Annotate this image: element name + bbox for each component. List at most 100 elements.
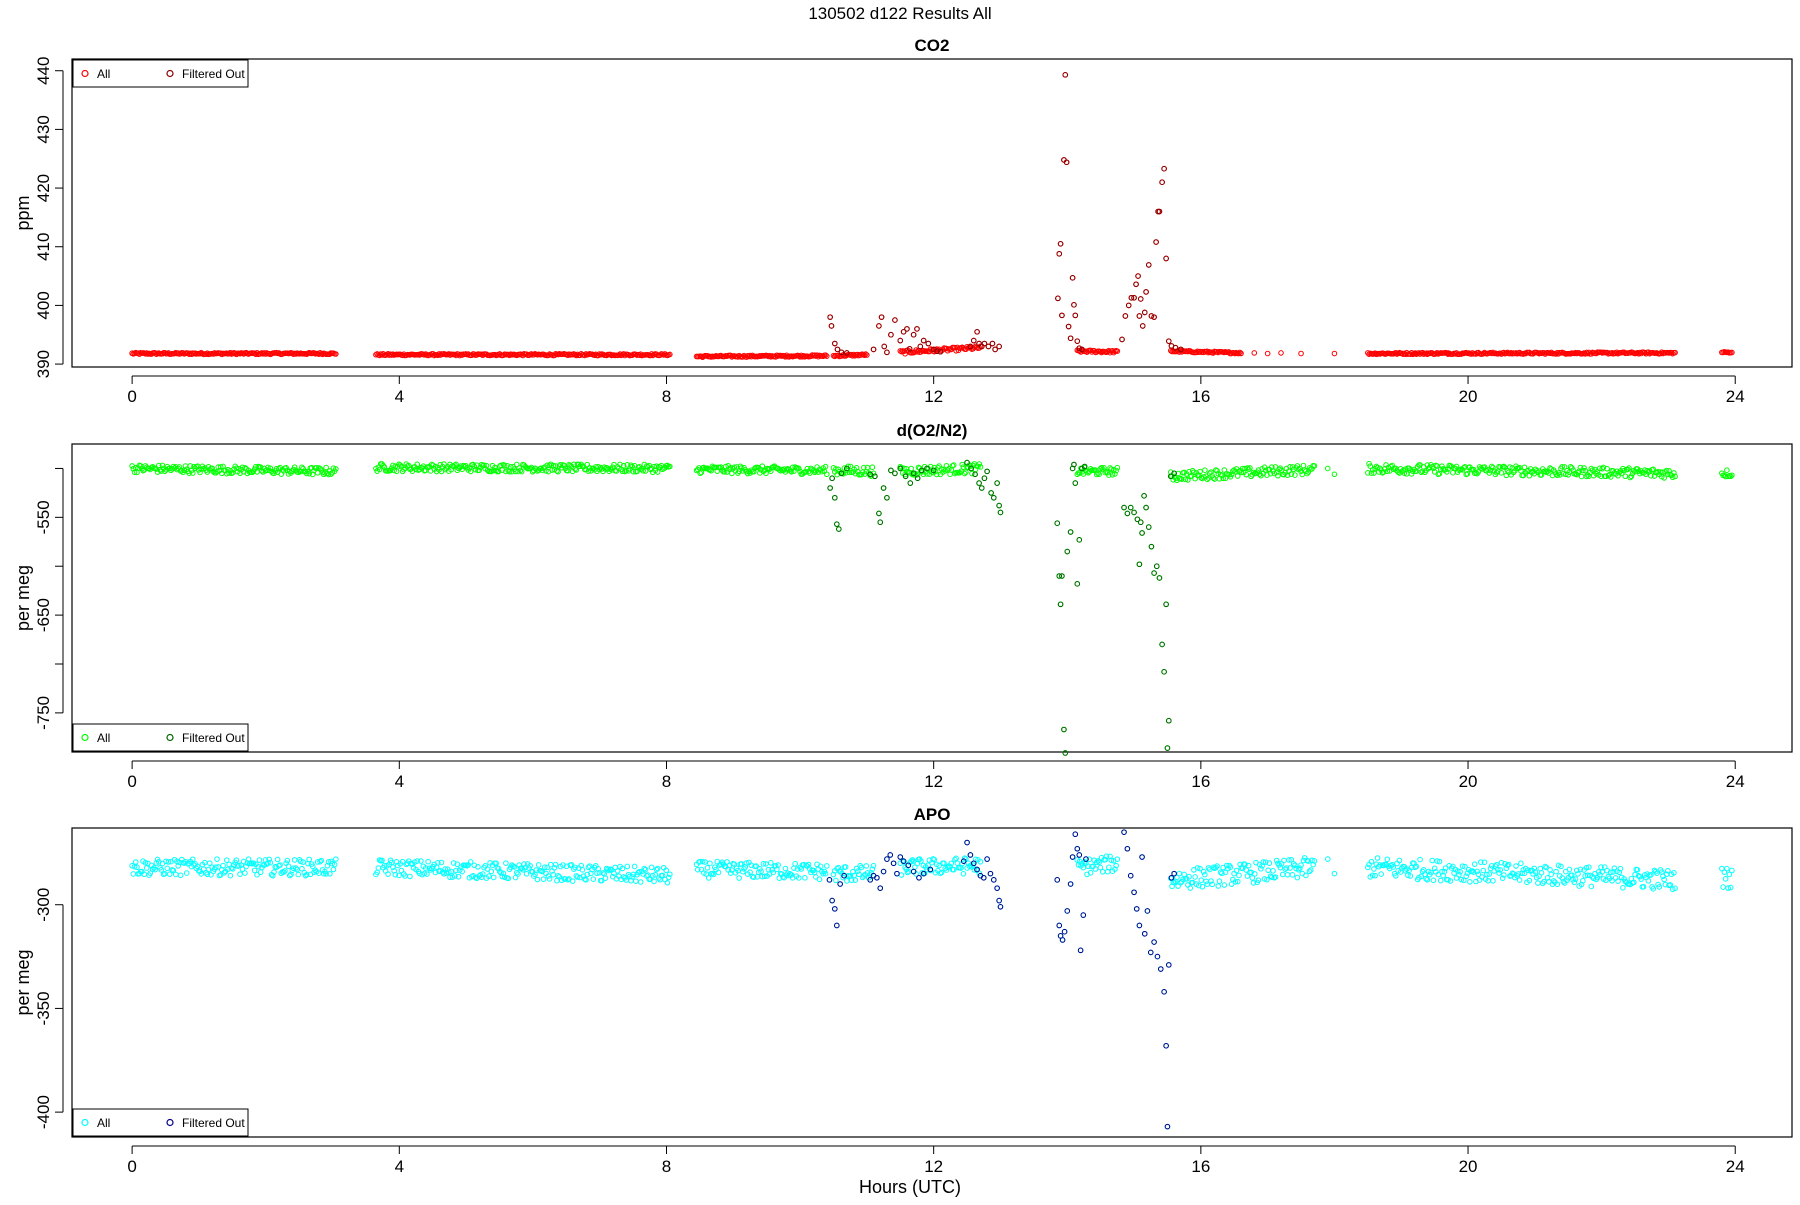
data-point: [1297, 465, 1303, 472]
data-point: [162, 468, 168, 475]
x-tick-label: 0: [127, 387, 136, 406]
data-point: [963, 469, 969, 475]
legend-label: All: [97, 731, 110, 745]
data-point: [1113, 467, 1119, 474]
filtered-point: [890, 860, 897, 867]
filtered-point: [827, 314, 833, 320]
data-point: [1431, 865, 1438, 872]
data-point: [772, 863, 779, 869]
data-point: [280, 869, 287, 875]
data-point: [290, 865, 297, 872]
data-point: [183, 870, 190, 876]
data-point: [546, 462, 553, 469]
data-point: [256, 857, 263, 863]
data-point: [479, 871, 486, 877]
filtered-point: [968, 465, 974, 472]
data-point: [909, 857, 916, 863]
filtered-point: [1151, 939, 1157, 945]
data-point: [170, 867, 177, 874]
filtered-point: [978, 485, 985, 491]
data-point: [1558, 863, 1564, 870]
filtered-point: [834, 346, 841, 353]
data-point: [274, 856, 281, 863]
data-point: [795, 875, 802, 881]
data-point: [142, 859, 149, 866]
data-point: [452, 462, 458, 469]
data-point: [863, 863, 870, 869]
data-point: [976, 461, 983, 467]
data-point: [630, 871, 637, 878]
legend: All Filtered Out: [72, 723, 249, 752]
data-point: [1515, 871, 1522, 877]
data-point: [333, 466, 339, 472]
data-point: [654, 865, 661, 872]
data-point: [132, 859, 139, 865]
data-point: [1085, 470, 1092, 476]
filtered-point: [904, 326, 910, 332]
data-point: [659, 872, 666, 879]
filtered-point: [878, 314, 885, 320]
data-point: [560, 862, 566, 868]
data-point: [303, 871, 310, 878]
data-point: [943, 867, 950, 873]
data-point: [312, 867, 319, 874]
legend-box: [72, 1108, 249, 1137]
data-point: [1307, 867, 1314, 873]
data-point: [1665, 471, 1671, 477]
data-point: [1275, 472, 1281, 479]
data-point: [1289, 872, 1296, 878]
data-point: [1187, 885, 1194, 891]
data-point: [1202, 871, 1208, 878]
data-point: [297, 858, 304, 865]
filtered-point: [1151, 570, 1157, 576]
filtered-point: [1054, 520, 1061, 527]
filtered-point: [910, 868, 917, 875]
data-point: [642, 468, 649, 474]
data-point: [1626, 465, 1632, 471]
filtered-point: [1121, 504, 1127, 511]
data-point: [1210, 475, 1217, 481]
data-point: [1481, 859, 1488, 866]
data-point: [1208, 469, 1214, 475]
filtered-point: [1074, 338, 1081, 344]
filtered-point: [1135, 273, 1141, 279]
data-point: [1663, 467, 1670, 474]
filtered-point: [910, 331, 917, 338]
data-point: [189, 856, 196, 863]
data-point: [1295, 866, 1302, 873]
filtered-point: [867, 471, 874, 478]
filtered-point: [902, 473, 909, 480]
y-axis-label: ppm: [13, 195, 33, 230]
data-point: [941, 860, 947, 866]
filtered-point: [867, 877, 874, 883]
filtered-point: [930, 467, 937, 474]
legend-label: Filtered Out: [182, 1116, 245, 1130]
data-point: [619, 865, 626, 872]
filtered-point: [1163, 255, 1169, 262]
filtered-point: [970, 860, 977, 867]
data-point: [1365, 864, 1371, 871]
data-point: [1262, 859, 1269, 865]
data-point: [643, 463, 650, 469]
data-point: [931, 856, 938, 863]
filtered-point: [905, 862, 912, 869]
x-tick-label: 24: [1726, 772, 1745, 791]
filtered-point: [1157, 966, 1164, 972]
data-point: [1548, 871, 1555, 878]
data-point: [152, 866, 158, 873]
data-point: [727, 464, 734, 471]
filtered-point: [1151, 314, 1157, 320]
data-point: [1532, 869, 1539, 875]
data-point: [495, 865, 502, 872]
data-point: [1286, 857, 1292, 863]
data-point: [588, 870, 594, 877]
data-point: [209, 465, 215, 472]
y-tick-label: 410: [34, 233, 53, 261]
data-point: [1270, 867, 1276, 874]
data-point: [1671, 870, 1677, 876]
data-point: [1584, 350, 1591, 357]
data-point: [306, 856, 312, 863]
filtered-point: [892, 470, 898, 477]
data-point: [1496, 870, 1502, 876]
data-point: [606, 867, 612, 874]
